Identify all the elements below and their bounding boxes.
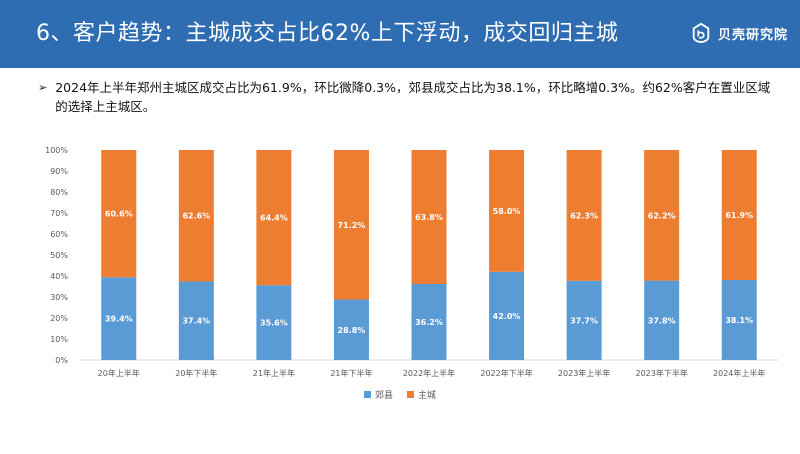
bar-segment-main-city bbox=[333, 150, 369, 300]
bar-segment-main-city bbox=[256, 150, 292, 286]
chart-legend: 郊县 主城 bbox=[0, 388, 800, 401]
x-tick-label: 2023年上半年 bbox=[558, 368, 610, 378]
y-tick-label: 0% bbox=[55, 356, 68, 365]
x-tick-label: 2023年下半年 bbox=[635, 368, 687, 378]
legend-swatch-main-city bbox=[407, 391, 414, 398]
legend-swatch-suburb bbox=[363, 391, 371, 398]
arrow-bullet-icon: ➢ bbox=[38, 81, 48, 94]
data-label-suburb: 42.0% bbox=[493, 312, 521, 321]
bar-segment-main-city bbox=[411, 150, 447, 284]
data-label-main-city: 62.6% bbox=[182, 212, 210, 221]
data-label-suburb: 37.4% bbox=[182, 317, 210, 326]
bar-segment-main-city bbox=[566, 150, 602, 281]
y-tick-label: 70% bbox=[50, 209, 68, 218]
x-tick-label: 2022年上半年 bbox=[403, 368, 455, 378]
bar-segment-suburb bbox=[411, 283, 447, 360]
bar-segment-suburb bbox=[256, 285, 292, 360]
legend-label-suburb: 郊县 bbox=[374, 391, 393, 401]
bar-segment-main-city bbox=[721, 150, 757, 280]
bar-segment-main-city bbox=[101, 150, 137, 278]
y-tick-label: 100% bbox=[45, 146, 68, 155]
bar-segment-suburb bbox=[101, 277, 137, 360]
summary-bullet: ➢ 2024年上半年郑州主城区成交占比为61.9%，环比微降0.3%，郊县成交占… bbox=[38, 78, 778, 116]
data-label-main-city: 64.4% bbox=[260, 214, 288, 223]
data-label-suburb: 37.8% bbox=[648, 316, 676, 325]
legend-item-suburb: 郊县 bbox=[363, 388, 393, 401]
data-label-suburb: 38.1% bbox=[725, 316, 753, 325]
y-tick-label: 50% bbox=[50, 251, 68, 260]
y-tick-label: 20% bbox=[50, 314, 68, 323]
bar-segment-suburb bbox=[333, 299, 369, 360]
y-tick-label: 40% bbox=[50, 272, 68, 281]
x-tick-label: 2024年上半年 bbox=[713, 368, 765, 378]
data-label-main-city: 62.3% bbox=[570, 211, 598, 220]
data-label-main-city: 71.2% bbox=[338, 221, 366, 230]
header-bar: 6、客户趋势：主城成交占比62%上下浮动，成交回归主城 贝壳研究院 bbox=[0, 0, 800, 68]
y-tick-label: 60% bbox=[50, 230, 68, 239]
x-tick-label: 20年上半年 bbox=[98, 368, 140, 378]
x-tick-label: 2022年下半年 bbox=[480, 368, 532, 378]
x-tick-label: 21年上半年 bbox=[253, 368, 295, 378]
y-tick-label: 10% bbox=[50, 335, 68, 344]
data-label-suburb: 35.6% bbox=[260, 319, 288, 328]
y-tick-label: 80% bbox=[50, 188, 68, 197]
bar-segment-main-city bbox=[489, 150, 525, 272]
bar-segment-suburb bbox=[566, 280, 602, 360]
summary-text: 2024年上半年郑州主城区成交占比为61.9%，环比微降0.3%，郊县成交占比为… bbox=[55, 80, 771, 114]
bar-segment-suburb bbox=[489, 271, 525, 360]
beike-logo-icon bbox=[692, 22, 710, 44]
data-label-main-city: 60.6% bbox=[105, 210, 133, 219]
brand: 贝壳研究院 bbox=[690, 20, 788, 46]
data-label-suburb: 28.8% bbox=[338, 326, 366, 335]
y-tick-label: 90% bbox=[50, 167, 68, 176]
page-title: 6、客户趋势：主城成交占比62%上下浮动，成交回归主城 bbox=[36, 21, 619, 46]
bar-segment-main-city bbox=[178, 150, 214, 282]
bar-segment-suburb bbox=[644, 280, 680, 360]
data-label-main-city: 62.2% bbox=[648, 211, 676, 220]
data-label-suburb: 39.4% bbox=[105, 315, 133, 324]
bar-segment-suburb bbox=[721, 279, 757, 360]
bar-segment-main-city bbox=[644, 150, 680, 281]
data-label-main-city: 63.8% bbox=[415, 213, 443, 222]
y-tick-label: 30% bbox=[50, 293, 68, 302]
legend-item-main-city: 主城 bbox=[407, 388, 436, 401]
data-label-main-city: 58.0% bbox=[493, 207, 521, 216]
data-label-suburb: 37.7% bbox=[570, 316, 598, 325]
data-label-suburb: 36.2% bbox=[415, 318, 443, 327]
x-tick-label: 20年下半年 bbox=[175, 368, 217, 378]
data-label-main-city: 61.9% bbox=[725, 211, 753, 220]
bar-segment-suburb bbox=[178, 281, 214, 360]
x-tick-label: 21年下半年 bbox=[330, 368, 372, 378]
legend-label-main-city: 主城 bbox=[418, 391, 437, 401]
brand-name: 贝壳研究院 bbox=[717, 27, 788, 43]
